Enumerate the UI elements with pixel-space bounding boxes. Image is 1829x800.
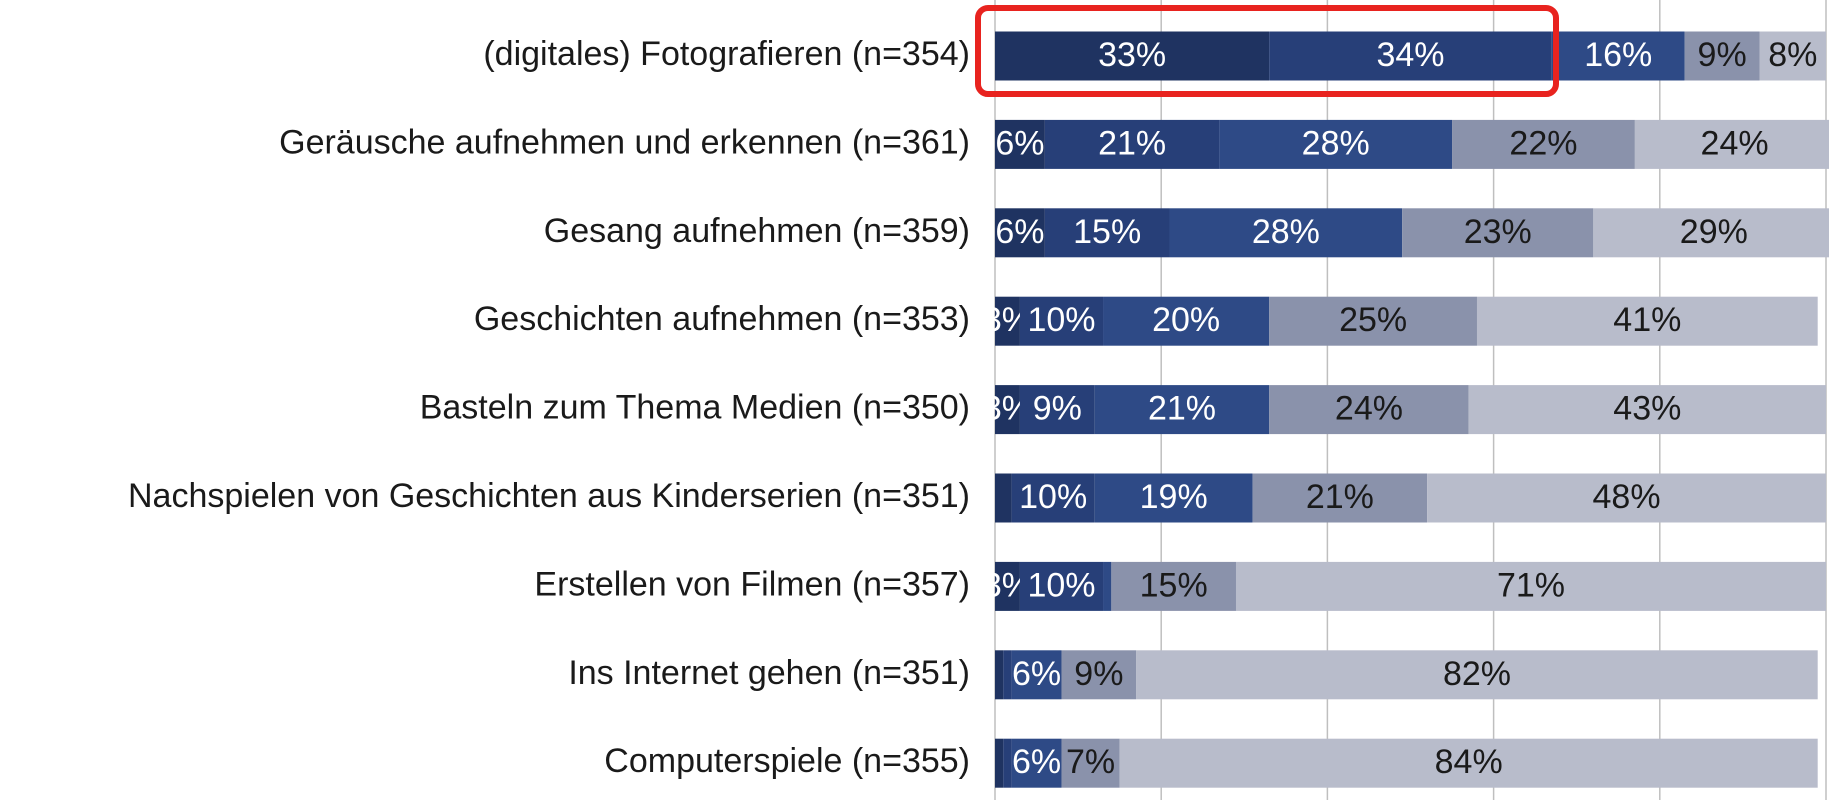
highlight-box (975, 5, 1559, 97)
bar-segment (1136, 650, 1818, 700)
category-label: Geschichten aufnehmen (n=353) (474, 300, 970, 338)
category-label: (digitales) Fotografieren (n=354) (483, 35, 970, 73)
category-label: Erstellen von Filmen (n=357) (534, 565, 970, 603)
bar-segment (1103, 561, 1112, 611)
bar-segment (1235, 561, 1826, 611)
bar-segment (1402, 208, 1594, 258)
category-label: Basteln zum Thema Medien (n=350) (420, 389, 970, 427)
data-label: 9% (1698, 36, 1747, 74)
bars: (digitales) Fotografieren (n=354) 33% 34% 1… (128, 31, 1829, 788)
bar-segment (995, 119, 1045, 169)
bar-segment (1019, 385, 1095, 435)
data-label: 15% (1073, 213, 1141, 251)
data-label: 84% (1435, 743, 1503, 781)
data-label: 8% (1768, 36, 1817, 74)
bar-segment (1111, 561, 1236, 611)
data-label: 15% (1140, 566, 1208, 604)
data-label: 71% (1497, 566, 1565, 604)
data-label: 23% (1464, 213, 1532, 251)
data-label: 28% (1302, 124, 1370, 162)
data-label: 16% (1584, 36, 1652, 74)
category-label: Ins Internet gehen (n=351) (568, 654, 970, 692)
data-label: 6% (995, 124, 1044, 162)
bar-segment (1003, 650, 1012, 700)
bar-segment (1759, 31, 1826, 81)
data-label: 33% (1098, 36, 1166, 74)
data-label: 34% (1376, 36, 1444, 74)
bar-segment (1061, 738, 1120, 788)
bar-segment (1269, 31, 1552, 81)
bar-segment (1269, 296, 1477, 346)
bar-segment (1252, 473, 1428, 523)
category-label: Nachspielen von Geschichten aus Kinderse… (128, 477, 970, 515)
bar-segment (1684, 31, 1760, 81)
bar-segment (1094, 473, 1253, 523)
data-label: 10% (1019, 478, 1087, 516)
bar-segment (1044, 208, 1170, 258)
data-label: 43% (1613, 390, 1681, 428)
data-label: 41% (1613, 301, 1681, 339)
bar-segment (1011, 473, 1095, 523)
bar-segment (995, 738, 1004, 788)
bar-segment (1094, 385, 1270, 435)
data-label: 21% (1306, 478, 1374, 516)
data-label: 6% (995, 213, 1044, 251)
data-label: 22% (1509, 124, 1577, 162)
data-label: 24% (1335, 390, 1403, 428)
data-label: 6% (1012, 655, 1061, 693)
data-label: 25% (1339, 301, 1407, 339)
bar-segment (1219, 119, 1453, 169)
bar-segment (995, 296, 1020, 346)
bar-segment (995, 208, 1045, 258)
bar-segment (995, 561, 1020, 611)
bar-segment (1011, 738, 1062, 788)
bar-segment (1269, 385, 1469, 435)
bar-segment (1103, 296, 1270, 346)
data-label: 21% (1098, 124, 1166, 162)
category-label: Gesang aufnehmen (n=359) (544, 212, 970, 250)
data-label: 21% (1148, 390, 1216, 428)
data-label: 19% (1140, 478, 1208, 516)
bar-segment (1011, 650, 1062, 700)
data-label: 82% (1443, 655, 1511, 693)
data-label: 20% (1152, 301, 1220, 339)
bar-segment (1551, 31, 1685, 81)
data-label: 9% (1033, 390, 1082, 428)
data-label: 29% (1680, 213, 1748, 251)
data-label: 28% (1252, 213, 1320, 251)
data-label: 48% (1593, 478, 1661, 516)
data-label: 10% (1027, 566, 1095, 604)
data-label: 6% (1012, 743, 1061, 781)
data-label: 9% (1074, 655, 1123, 693)
bar-segment (1468, 385, 1826, 435)
bar-segment (1019, 561, 1104, 611)
bar-segment (1044, 119, 1220, 169)
bar-segment (1593, 208, 1829, 258)
bar-segment (1427, 473, 1826, 523)
bar-segment (1476, 296, 1818, 346)
data-label: 10% (1027, 301, 1095, 339)
bar-segment (995, 650, 1004, 700)
bar-segment (995, 385, 1020, 435)
bar-segment (995, 31, 1270, 81)
bar-segment (1169, 208, 1403, 258)
bar-segment (1452, 119, 1635, 169)
bar-segment (1634, 119, 1829, 169)
category-label: Geräusche aufnehmen und erkennen (n=361) (279, 123, 970, 161)
bar-segment (995, 473, 1012, 523)
category-label: Computerspiele (n=355) (604, 742, 970, 780)
bar-segment (1061, 650, 1137, 700)
bar-segment (1019, 296, 1104, 346)
data-label: 24% (1701, 124, 1769, 162)
bar-segment (1003, 738, 1012, 788)
bar-segment (1119, 738, 1818, 788)
data-label: 7% (1066, 743, 1115, 781)
